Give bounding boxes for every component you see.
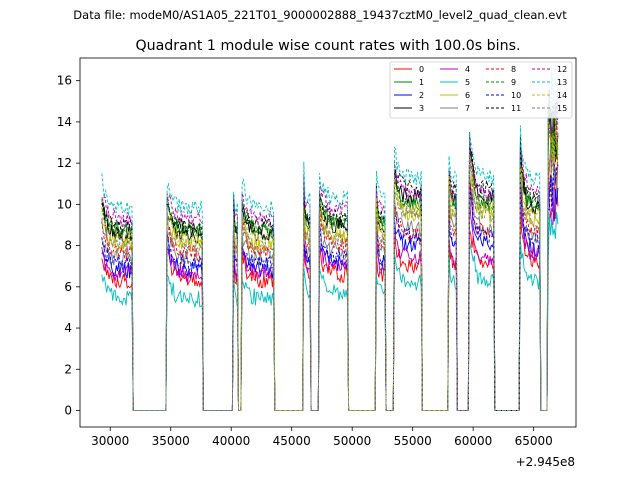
series-line-module-4 <box>101 178 559 411</box>
y-tick-label: 0 <box>64 404 72 418</box>
legend-label-7: 7 <box>465 104 470 113</box>
legend-label-0: 0 <box>419 65 424 74</box>
x-tick-label: 45000 <box>273 434 311 448</box>
legend-label-2: 2 <box>419 91 424 100</box>
series-line-module-12 <box>101 88 559 411</box>
figure-suptitle: Data file: modeM0/AS1A05_221T01_90000028… <box>73 8 567 22</box>
y-tick-label: 14 <box>57 115 72 129</box>
legend-label-10: 10 <box>511 91 521 100</box>
y-axis: 0 2 4 6 8 10 12 14 16 <box>57 74 80 418</box>
legend-label-15: 15 <box>557 104 567 113</box>
series-line-module-10 <box>101 162 559 411</box>
x-tick-label: 65000 <box>515 434 553 448</box>
series-line-module-1 <box>101 103 559 411</box>
legend-label-3: 3 <box>419 104 424 113</box>
series-layer <box>101 71 559 411</box>
legend-label-6: 6 <box>465 91 470 100</box>
series-line-module-5 <box>101 211 559 411</box>
x-offset-label: +2.945e8 <box>516 455 575 469</box>
y-tick-label: 6 <box>64 280 72 294</box>
x-axis: 30000 35000 40000 45000 50000 55000 60000 65000 <box>91 427 553 448</box>
y-tick-label: 8 <box>64 239 72 253</box>
x-tick-label: 40000 <box>212 434 250 448</box>
legend-label-11: 11 <box>511 104 521 113</box>
x-tick-label: 55000 <box>394 434 432 448</box>
legend-label-12: 12 <box>557 65 567 74</box>
series-line-module-11 <box>101 101 559 411</box>
y-tick-label: 16 <box>57 74 72 88</box>
legend-box <box>389 61 573 119</box>
x-tick-label: 30000 <box>91 434 129 448</box>
axes-frame <box>79 57 577 428</box>
x-tick-label: 35000 <box>152 434 190 448</box>
legend-label-8: 8 <box>511 65 516 74</box>
legend-label-5: 5 <box>465 78 470 87</box>
x-tick-label: 60000 <box>454 434 492 448</box>
legend-label-1: 1 <box>419 78 424 87</box>
series-line-module-13 <box>101 71 559 411</box>
series-line-module-14 <box>101 117 559 411</box>
y-tick-label: 2 <box>64 362 72 376</box>
series-line-module-9 <box>101 102 559 411</box>
x-tick-label: 50000 <box>333 434 371 448</box>
series-line-module-0 <box>101 176 559 411</box>
chart-title: Quadrant 1 module wise count rates with … <box>135 38 520 54</box>
y-tick-label: 4 <box>64 321 72 335</box>
legend-label-13: 13 <box>557 78 567 87</box>
y-tick-label: 12 <box>57 156 72 170</box>
legend-label-9: 9 <box>511 78 516 87</box>
series-line-module-8 <box>101 153 559 411</box>
legend-label-14: 14 <box>557 91 567 100</box>
series-line-module-15 <box>101 132 559 411</box>
legend-label-4: 4 <box>465 65 470 74</box>
y-tick-label: 10 <box>57 197 72 211</box>
